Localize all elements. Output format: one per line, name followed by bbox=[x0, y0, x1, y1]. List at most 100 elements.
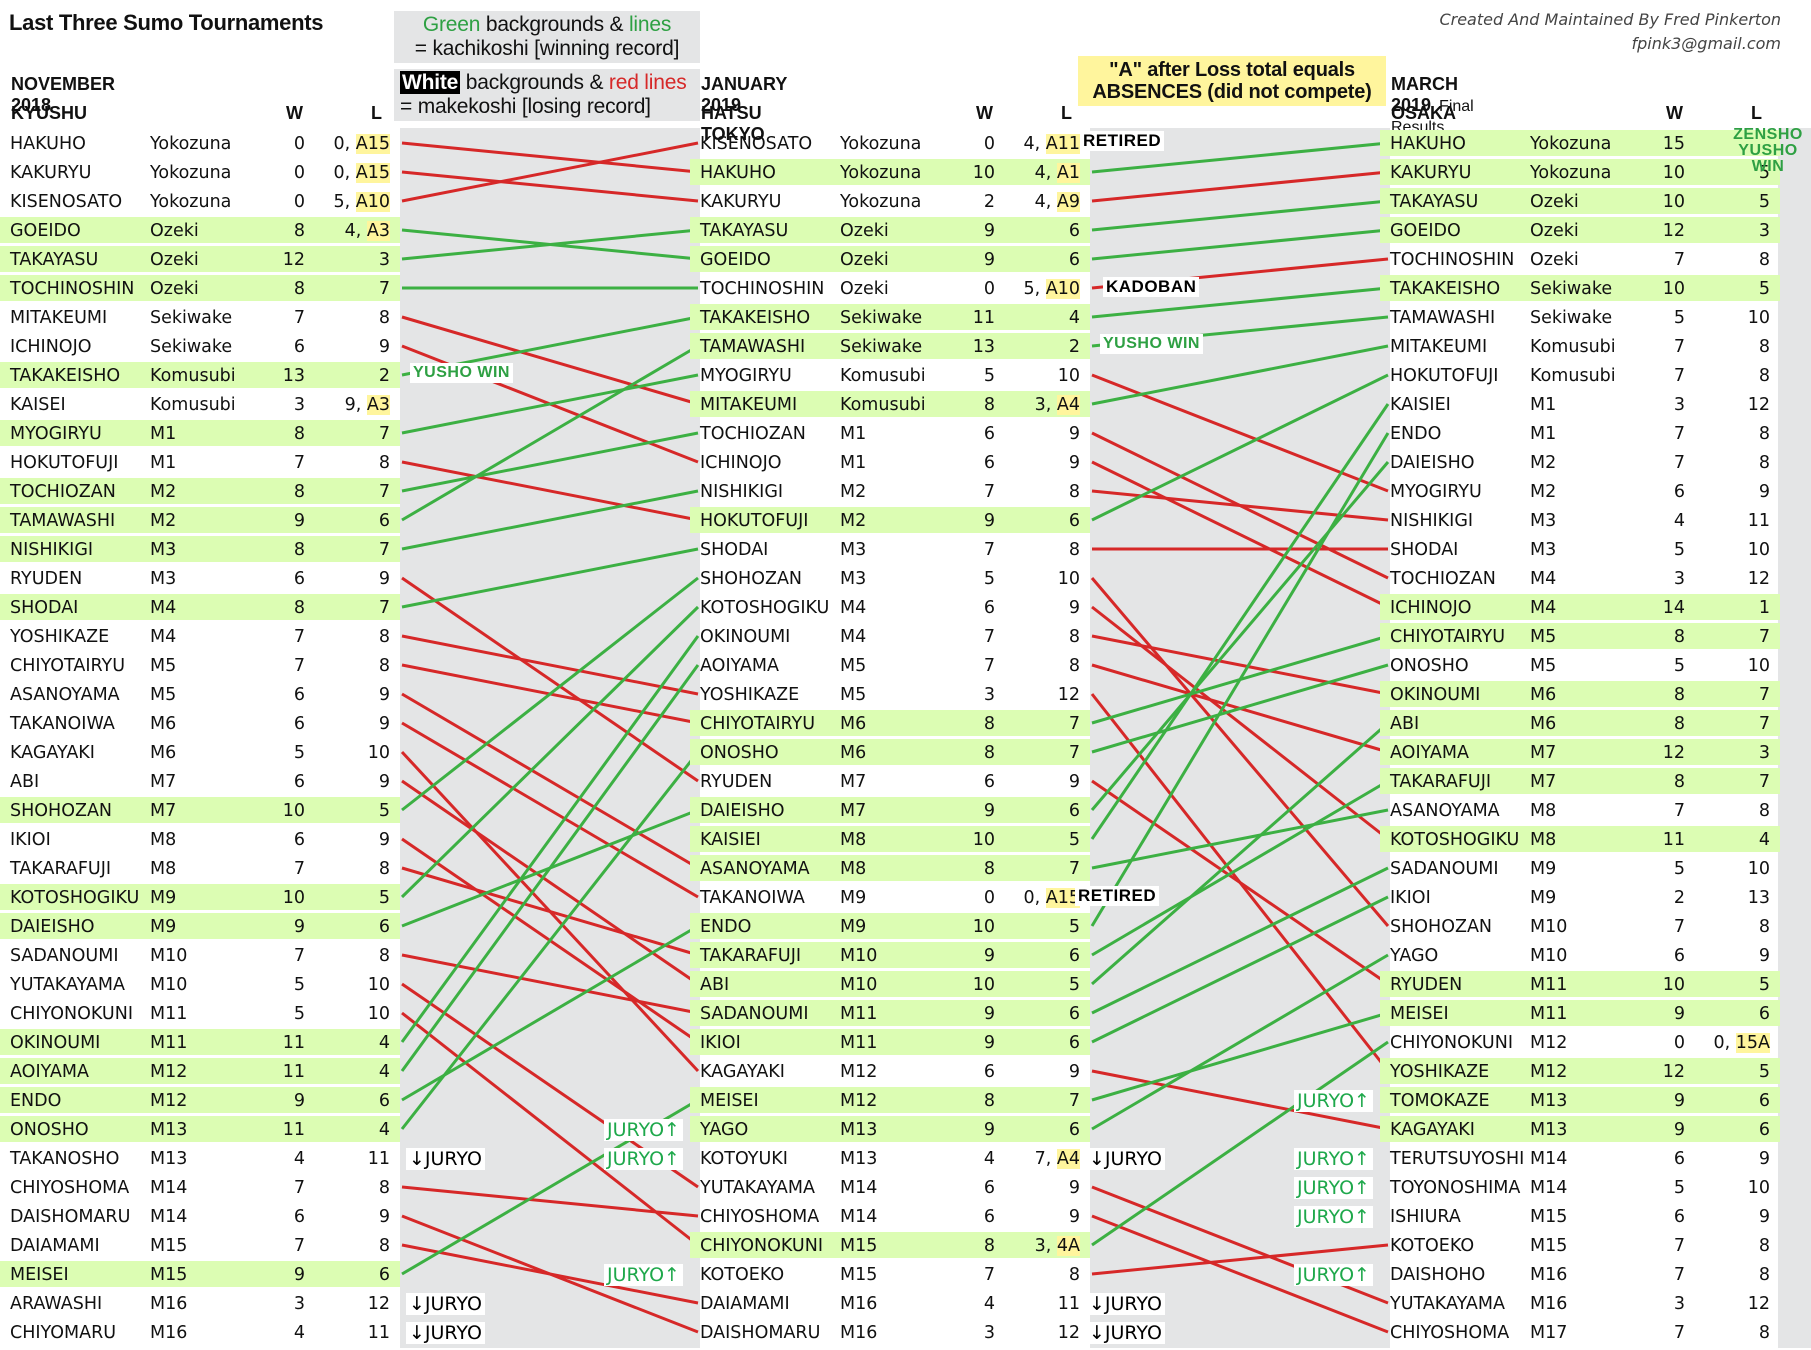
losses: 7 bbox=[1759, 623, 1770, 651]
wins: 8 bbox=[1673, 714, 1685, 734]
rikishi-rank: M6 bbox=[840, 743, 867, 763]
rikishi-rank: M6 bbox=[150, 714, 177, 734]
absence-note-line1: "A" after Loss total equals bbox=[1109, 59, 1355, 81]
rikishi-rank: M11 bbox=[1530, 975, 1568, 995]
wins: 8 bbox=[293, 482, 305, 502]
rikishi-rank: M4 bbox=[150, 627, 177, 647]
rikishi-name: DAISHOMARU bbox=[10, 1207, 131, 1227]
rikishi-row: ENDO M1 7 8 bbox=[1380, 420, 1780, 446]
wins: 6 bbox=[293, 685, 305, 705]
rikishi-row: KAISIEI M1 3 12 bbox=[1380, 391, 1780, 417]
rikishi-name: TAKANOIWA bbox=[700, 888, 805, 908]
wins: 10 bbox=[1662, 163, 1685, 183]
credit-email[interactable]: fpink3@gmail.com bbox=[1631, 34, 1781, 53]
wins: 7 bbox=[1673, 337, 1685, 357]
losses: 8 bbox=[1069, 478, 1080, 506]
wins: 6 bbox=[1673, 482, 1685, 502]
wins: 10 bbox=[282, 888, 305, 908]
rikishi-rank: Yokozuna bbox=[150, 192, 232, 212]
wins: 0 bbox=[293, 163, 305, 183]
rikishi-name: CHIYOTAIRYU bbox=[10, 656, 126, 676]
wins: 6 bbox=[983, 1062, 995, 1082]
rikishi-row: CHIYOSHOMA M14 6 9 bbox=[690, 1203, 1090, 1229]
promoted-from-juryo-label: JURYO↑ bbox=[604, 1264, 683, 1286]
tournament-month: JANUARY 2019 bbox=[701, 74, 787, 116]
losses-value: 4, bbox=[344, 221, 362, 241]
losses: 9 bbox=[1069, 768, 1080, 796]
losses-value: 9 bbox=[1068, 453, 1080, 473]
losses-value: 0, bbox=[1023, 888, 1041, 908]
rikishi-rank: Yokozuna bbox=[840, 192, 922, 212]
wins: 9 bbox=[983, 801, 995, 821]
losses: 4, A11 bbox=[1023, 130, 1080, 158]
losses-value: 9 bbox=[378, 1207, 390, 1227]
rikishi-row: CHIYOSHOMA M17 7 8 bbox=[1380, 1319, 1780, 1345]
rikishi-rank: M10 bbox=[150, 946, 188, 966]
losses: 3 bbox=[1759, 739, 1770, 767]
losses: 0, A15 bbox=[1023, 884, 1080, 912]
wins: 6 bbox=[1673, 1149, 1685, 1169]
rikishi-rank: M13 bbox=[840, 1120, 878, 1140]
rikishi-rank: M2 bbox=[1530, 453, 1557, 473]
losses: 3, 4A bbox=[1035, 1232, 1080, 1260]
losses: 7 bbox=[1759, 710, 1770, 738]
month-label: NOVEMBER 2018 bbox=[11, 74, 116, 115]
rikishi-rank: Ozeki bbox=[150, 250, 199, 270]
wins: 9 bbox=[983, 1033, 995, 1053]
losses: 2 bbox=[1069, 333, 1080, 361]
absences-badge: A15 bbox=[355, 163, 390, 183]
rikishi-name: YOSHIKAZE bbox=[1390, 1062, 1490, 1082]
losses-value: 7, bbox=[1034, 1149, 1052, 1169]
losses: 9, A3 bbox=[345, 391, 390, 419]
zensho-line2: YUSHO WIN bbox=[1738, 142, 1798, 175]
rikishi-row: SHOHOZAN M3 5 10 bbox=[690, 565, 1090, 591]
losses-value: 2 bbox=[1068, 337, 1080, 357]
rikishi-rank: M8 bbox=[840, 859, 867, 879]
wins: 3 bbox=[293, 1294, 305, 1314]
wins: 7 bbox=[293, 1178, 305, 1198]
zensho-yusho-label: ZENSHO YUSHO WIN bbox=[1722, 127, 1811, 175]
rikishi-name: KISENOSATO bbox=[700, 134, 813, 154]
wins: 5 bbox=[1673, 308, 1685, 328]
losses-value: 7 bbox=[1758, 627, 1770, 647]
losses: 11 bbox=[368, 1319, 390, 1347]
rikishi-row: IKIOI M8 6 9 bbox=[0, 826, 400, 852]
wins: 9 bbox=[293, 917, 305, 937]
rikishi-rank: M12 bbox=[150, 1062, 188, 1082]
wins: 10 bbox=[1662, 975, 1685, 995]
rikishi-rank: M13 bbox=[840, 1149, 878, 1169]
losses: 6 bbox=[1069, 246, 1080, 274]
losses-header: L bbox=[1061, 103, 1072, 123]
wins: 2 bbox=[983, 192, 995, 212]
rikishi-name: YUTAKAYAMA bbox=[700, 1178, 815, 1198]
losses-value: 6 bbox=[378, 511, 390, 531]
rikishi-rank: Komusubi bbox=[150, 366, 236, 386]
rikishi-name: CHIYONOKUNI bbox=[700, 1236, 823, 1256]
losses: 9 bbox=[1069, 1203, 1080, 1231]
losses-value: 8 bbox=[378, 308, 390, 328]
rikishi-name: MYOGIRYU bbox=[10, 424, 102, 444]
wins: 9 bbox=[293, 1265, 305, 1285]
losses: 11 bbox=[368, 1145, 390, 1173]
rikishi-name: ICHINOJO bbox=[700, 453, 782, 473]
rikishi-name: ISHIURA bbox=[1390, 1207, 1461, 1227]
losses: 5 bbox=[1069, 826, 1080, 854]
losses-value: 7 bbox=[1758, 714, 1770, 734]
wins: 9 bbox=[983, 1120, 995, 1140]
losses-value: 9 bbox=[1068, 598, 1080, 618]
rikishi-row: KAISIEI M8 10 5 bbox=[690, 826, 1090, 852]
losses-value: 7 bbox=[378, 598, 390, 618]
rikishi-name: TOCHINOSHIN bbox=[10, 279, 135, 299]
losses-value: 5, bbox=[1023, 279, 1041, 299]
rikishi-rank: M10 bbox=[150, 975, 188, 995]
losses-value: 8 bbox=[1068, 1265, 1080, 1285]
losses-value: 12 bbox=[1747, 395, 1770, 415]
losses: 9 bbox=[1069, 1174, 1080, 1202]
losses-value: 8 bbox=[1068, 540, 1080, 560]
wins-header: W bbox=[286, 103, 303, 123]
rikishi-name: KAKURYU bbox=[700, 192, 782, 212]
losses-value: 6 bbox=[1068, 250, 1080, 270]
rikishi-row: ABI M6 8 7 bbox=[1380, 710, 1780, 736]
rikishi-row: TOYONOSHIMA M14 5 10 bbox=[1380, 1174, 1780, 1200]
wins: 0 bbox=[983, 279, 995, 299]
